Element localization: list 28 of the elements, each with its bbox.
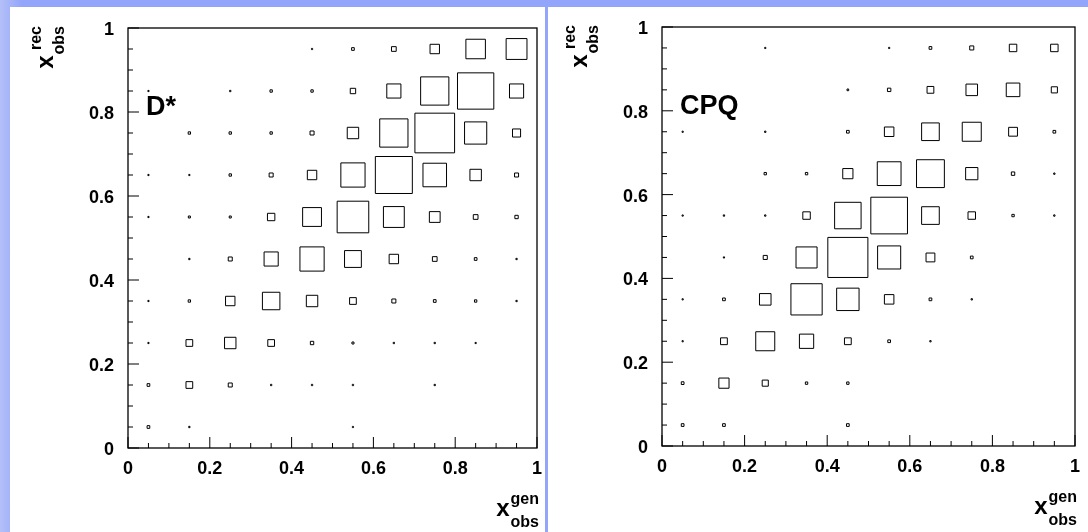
x-tick-label: 0 [656, 456, 668, 476]
y-tick-label: 0 [103, 439, 114, 459]
y-tick-label: 0.2 [88, 355, 114, 375]
x-tick-label: 0.2 [197, 458, 223, 478]
y-tick-label: 1 [103, 19, 114, 39]
y-tick-label: 0.4 [622, 269, 648, 290]
y-tick-label: 0 [637, 437, 648, 457]
x-tick-label: 1 [531, 458, 543, 478]
x-tick-label: 0.4 [279, 458, 305, 478]
x-tick-label: 0.4 [814, 456, 840, 476]
x-tick-label: 0.6 [897, 456, 923, 476]
y-axis-title: xrecobs [561, 24, 601, 68]
y-tick-label: 0.6 [88, 187, 114, 207]
y-tick-label: 0.4 [88, 271, 114, 291]
x-tick-label: 1 [1069, 456, 1081, 476]
x-tick-label: 0 [122, 458, 134, 478]
y-tick-label: 0.2 [622, 353, 648, 374]
y-tick-label: 1 [637, 18, 648, 38]
text: D* [146, 91, 177, 121]
y-tick-label: 0.6 [622, 185, 648, 206]
x-tick-label: 0.8 [442, 458, 468, 478]
y-tick-label: 0.8 [88, 103, 114, 123]
y-axis-title: xrecobs [27, 25, 67, 69]
x-tick-label: 0.8 [979, 456, 1005, 476]
text: CPQ [680, 90, 739, 120]
y-tick-label: 0.8 [622, 101, 648, 122]
x-tick-label: 0.2 [732, 456, 758, 476]
x-tick-label: 0.6 [360, 458, 386, 478]
